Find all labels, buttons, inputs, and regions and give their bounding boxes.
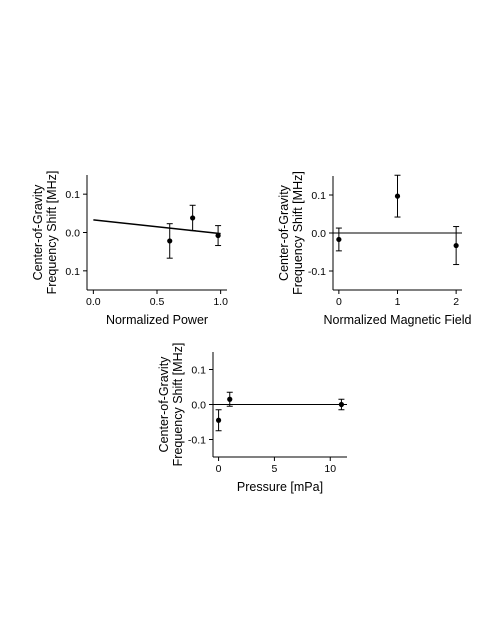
y-tick-label: -0.1 [188,435,206,447]
chart-panel-normalized-power: 0.1 0.0 0.1 0.0 0.5 1.0 Normalized Power Center… [31,171,228,327]
data-point [394,193,401,199]
data-point [336,236,342,243]
x-axis-label: Normalized Power [106,313,208,327]
x-tick-label: 2 [453,296,459,308]
data-point [167,238,173,244]
x-axis-label: Pressure [mPa] [237,480,323,494]
x-tick-label: 5 [271,463,277,475]
y-axis-label-line-2: Frequency Shift [MHz] [45,171,59,295]
y-axis-label-line-1: Center-of-Gravity [157,356,171,453]
x-axis-label: Normalized Magnetic Field [324,313,472,327]
x-tick-label: 1 [395,296,401,308]
x-tick-label: 10 [324,463,336,475]
x-tick-label: 1.0 [213,296,228,308]
chart-panel-normalized-magnetic-field: 0.1 0.0 -0.1 0 1 2 Normalized Magnetic Field Ce… [277,171,472,327]
data-point [215,232,221,239]
data-point [453,242,459,249]
data-point [215,417,222,423]
y-tick-label: 0.0 [311,228,326,240]
y-tick-label: -0.1 [308,266,326,278]
x-tick-label: 0.5 [150,296,165,308]
y-tick-label: 0.1 [65,189,80,201]
y-tick-label: 0.0 [191,400,206,412]
x-tick-label: 0.0 [86,296,101,308]
y-tick-label: 0.0 [65,228,80,240]
y-tick-label: 0.1 [65,266,80,278]
x-tick-label: 0 [216,463,222,475]
y-axis-label-line-2: Frequency Shift [MHz] [171,343,185,467]
y-axis-label-line-2: Frequency Shift [MHz] [291,171,305,295]
data-point [338,401,345,408]
y-tick-label: 0.1 [191,365,206,377]
y-axis-label-line-1: Center-of-Gravity [277,184,291,281]
data-point [190,215,196,221]
data-point [227,396,233,402]
fit-line [93,219,221,235]
y-tick-label: 0.1 [311,190,326,202]
y-axis-label-line-1: Center-of-Gravity [31,184,45,281]
x-tick-label: 0 [336,296,342,308]
